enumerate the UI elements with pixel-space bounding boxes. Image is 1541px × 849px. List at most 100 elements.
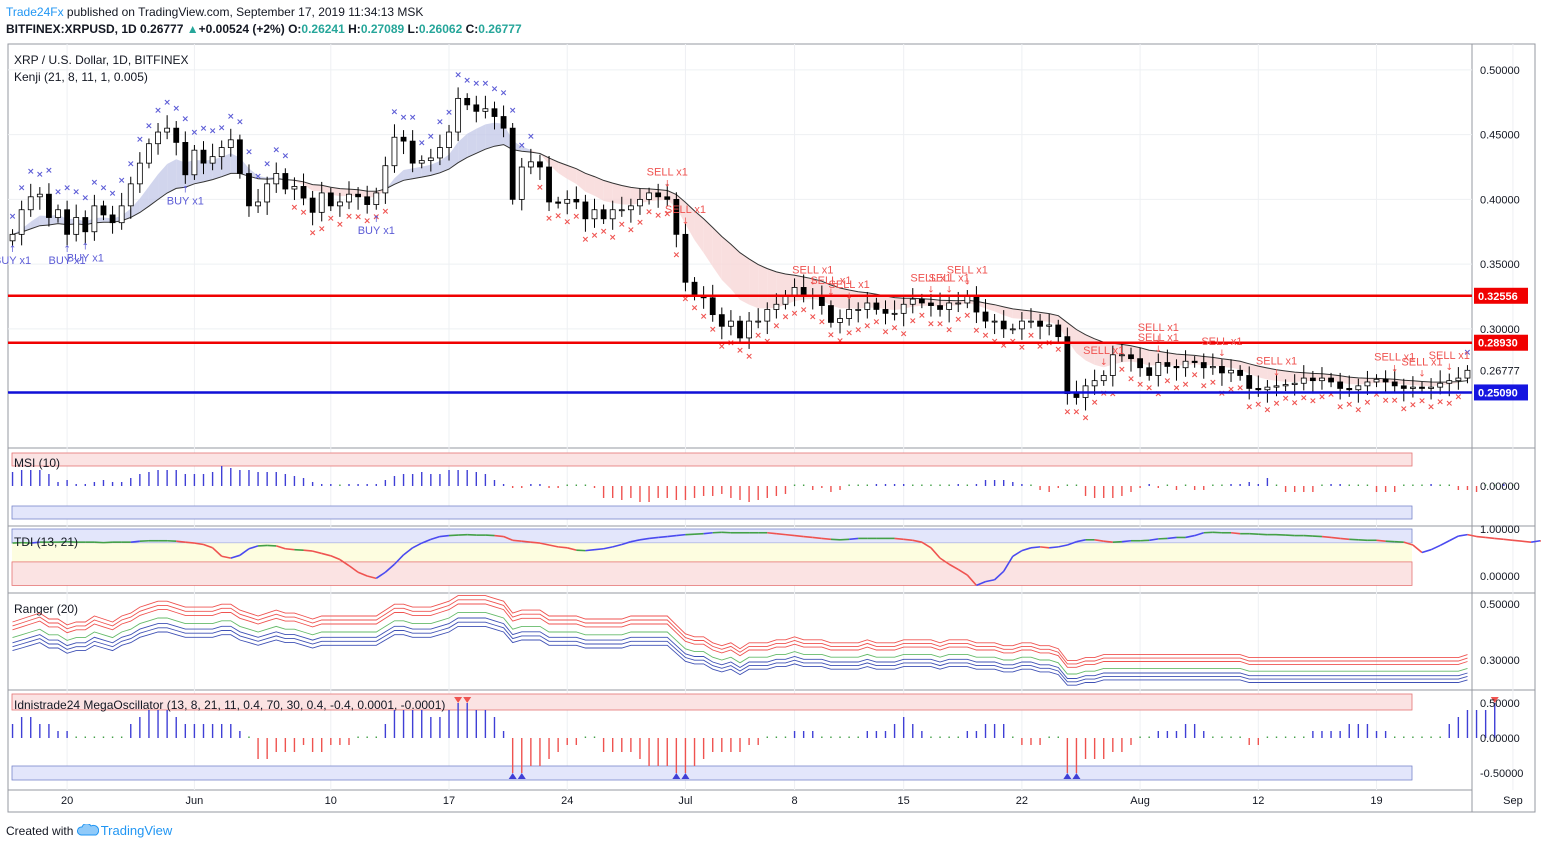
tdi-line-segment (1503, 538, 1514, 542)
cloud-segment (139, 186, 149, 213)
msi-lower-band (11, 505, 1413, 520)
tdi-line-segment (612, 543, 622, 548)
stop-marker: × (1209, 378, 1217, 388)
tdi-line-segment (421, 538, 432, 544)
cloud-segment (1258, 366, 1268, 380)
stop-marker: × (909, 316, 917, 326)
stop-marker: × (1182, 380, 1190, 390)
candle-body (46, 193, 52, 218)
price-tick-label: 0.30000 (1480, 324, 1520, 336)
candle-body (1419, 386, 1425, 389)
stop-marker: × (709, 325, 717, 335)
cloud-segment (1158, 351, 1168, 366)
osc-sell-triangle-icon (1490, 697, 1499, 703)
candle-body (918, 298, 925, 304)
stop-marker: × (1127, 375, 1135, 385)
tdi-line-segment (503, 535, 513, 542)
stop-marker: × (418, 138, 426, 148)
sell-arrow-icon: ↓ (809, 278, 817, 288)
stop-marker: × (236, 118, 244, 128)
stop-marker: × (954, 315, 962, 325)
high-value: 0.27089 (360, 22, 405, 36)
tdi-line-segment (658, 535, 668, 539)
stop-marker: × (1409, 401, 1417, 411)
x-tick-label: 12 (1252, 795, 1264, 807)
candle-body (900, 303, 907, 314)
stop-marker: × (545, 214, 553, 224)
tdi-line-segment (339, 558, 350, 567)
tradingview-logo-text[interactable]: TradingView (100, 823, 173, 838)
candle-body (818, 296, 825, 306)
stop-marker: × (118, 176, 126, 186)
candle-body (1109, 354, 1116, 376)
candle-body (1355, 385, 1362, 391)
candle-body (1382, 378, 1389, 383)
cloud-segment (1349, 377, 1359, 385)
tdi-line-segment (212, 547, 223, 557)
candle-body (218, 147, 225, 158)
candle-body (609, 209, 616, 220)
sell-arrow-icon: ↓ (945, 285, 953, 295)
tdi-tick-label: 1.00000 (1480, 524, 1520, 536)
sell-arrow-icon: ↓ (1273, 368, 1281, 378)
stop-marker: × (218, 123, 226, 133)
candle-body (491, 108, 498, 117)
candle-body (1009, 328, 1016, 331)
candle-body (555, 201, 562, 204)
candle-body (1464, 369, 1471, 379)
stop-marker: × (227, 112, 235, 122)
buy-arrow-icon: ↑ (82, 242, 90, 252)
candle-body (755, 320, 762, 323)
sell-signal-label: SELL x1 (1429, 350, 1470, 362)
tdi-line-segment (1067, 540, 1077, 546)
stop-marker: × (91, 178, 99, 188)
cloud-segment (1221, 358, 1232, 368)
sell-arrow-icon: ↓ (1155, 335, 1163, 345)
candle-body (1428, 386, 1434, 389)
cloud-segment (1058, 315, 1068, 341)
cloud-segment (1249, 363, 1259, 378)
stop-marker: × (864, 322, 872, 332)
stop-marker: × (618, 220, 626, 230)
tdi-line-segment (412, 542, 423, 549)
candle-body (855, 309, 862, 311)
cloud-segment (476, 124, 486, 154)
candle-body (36, 193, 43, 198)
stop-marker: × (127, 160, 135, 170)
candle-body (846, 309, 853, 319)
stop-marker: × (1173, 384, 1181, 394)
stop-marker: × (1373, 390, 1381, 400)
candle-body (18, 209, 25, 235)
stop-marker: × (500, 89, 508, 99)
candle-body (864, 302, 871, 310)
candle-body (1209, 366, 1216, 369)
candle-body (382, 165, 389, 194)
tdi-line-segment (966, 574, 978, 586)
stop-marker: × (100, 184, 108, 194)
cloud-segment (1267, 368, 1277, 381)
tdi-line-segment (1512, 539, 1523, 543)
msi-upper-band (11, 452, 1413, 467)
sell-signal-label: SELL x1 (1374, 351, 1415, 363)
candle-body (291, 186, 298, 190)
cloud-segment (703, 218, 713, 267)
cloud-segment (1067, 322, 1077, 354)
tdi-line-segment (248, 545, 259, 550)
candle-body (509, 127, 516, 200)
tdi-line-segment (948, 563, 959, 571)
candle-body (473, 104, 480, 112)
stop-marker: × (982, 331, 990, 341)
candle-body (1319, 377, 1325, 382)
candle-body (446, 131, 452, 148)
stop-marker: × (372, 213, 380, 223)
candle-body (1337, 381, 1344, 389)
tdi-line-segment (776, 532, 786, 536)
tdi-line-segment (439, 534, 450, 538)
tdi-line-segment (1476, 535, 1486, 539)
candle-body (227, 139, 234, 148)
last-price-label: 0.26777 (1480, 366, 1520, 378)
candle-body (909, 298, 916, 305)
stop-marker: × (918, 311, 926, 321)
author-link[interactable]: Trade24Fx (6, 5, 64, 19)
